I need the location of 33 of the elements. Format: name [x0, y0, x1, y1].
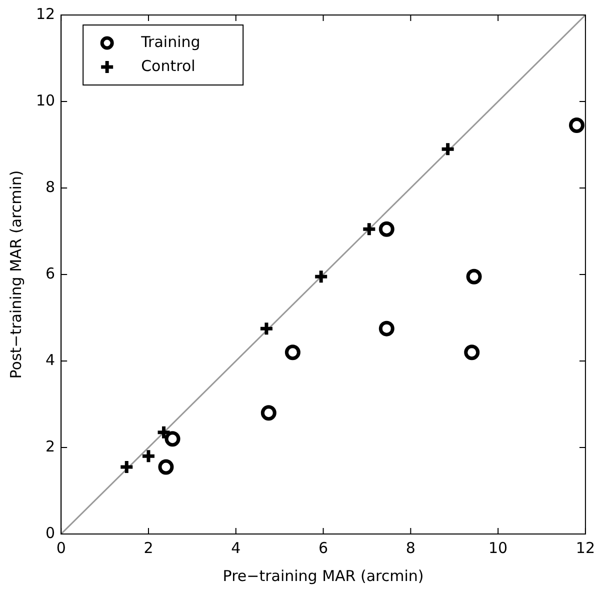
y-tick-label: 8 — [46, 178, 56, 196]
point — [440, 141, 456, 157]
point — [313, 268, 329, 284]
x-tick-label: 8 — [406, 538, 416, 557]
y-tick-label: 2 — [46, 437, 56, 456]
point — [378, 320, 394, 336]
point — [260, 405, 276, 421]
x-tick-label: 10 — [488, 538, 508, 557]
point — [164, 431, 180, 447]
x-tick-label: 12 — [576, 538, 596, 557]
x-tick-label: 6 — [318, 538, 328, 557]
x-tick-label: 4 — [231, 538, 241, 557]
point — [568, 118, 584, 134]
y-tick-label: 4 — [46, 350, 56, 369]
y-tick-label: 12 — [36, 4, 56, 23]
y-axis-title: Post−training MAR (arcmin) — [6, 170, 25, 379]
legend-label: Control — [141, 56, 196, 75]
point — [258, 320, 274, 336]
y-tick-label: 10 — [36, 91, 56, 110]
legend-label: Training — [140, 32, 200, 51]
y-tick-label: 6 — [46, 264, 56, 282]
point — [464, 344, 480, 360]
point — [466, 268, 482, 284]
point — [158, 459, 174, 475]
point — [284, 344, 300, 360]
x-tick-label: 2 — [144, 538, 154, 557]
point — [378, 221, 394, 237]
point — [156, 424, 172, 440]
point — [361, 221, 377, 237]
point — [140, 448, 156, 464]
point — [118, 459, 134, 475]
x-axis-title: Pre−training MAR (arcmin) — [222, 566, 424, 585]
y-tick-label: 0 — [46, 524, 56, 542]
